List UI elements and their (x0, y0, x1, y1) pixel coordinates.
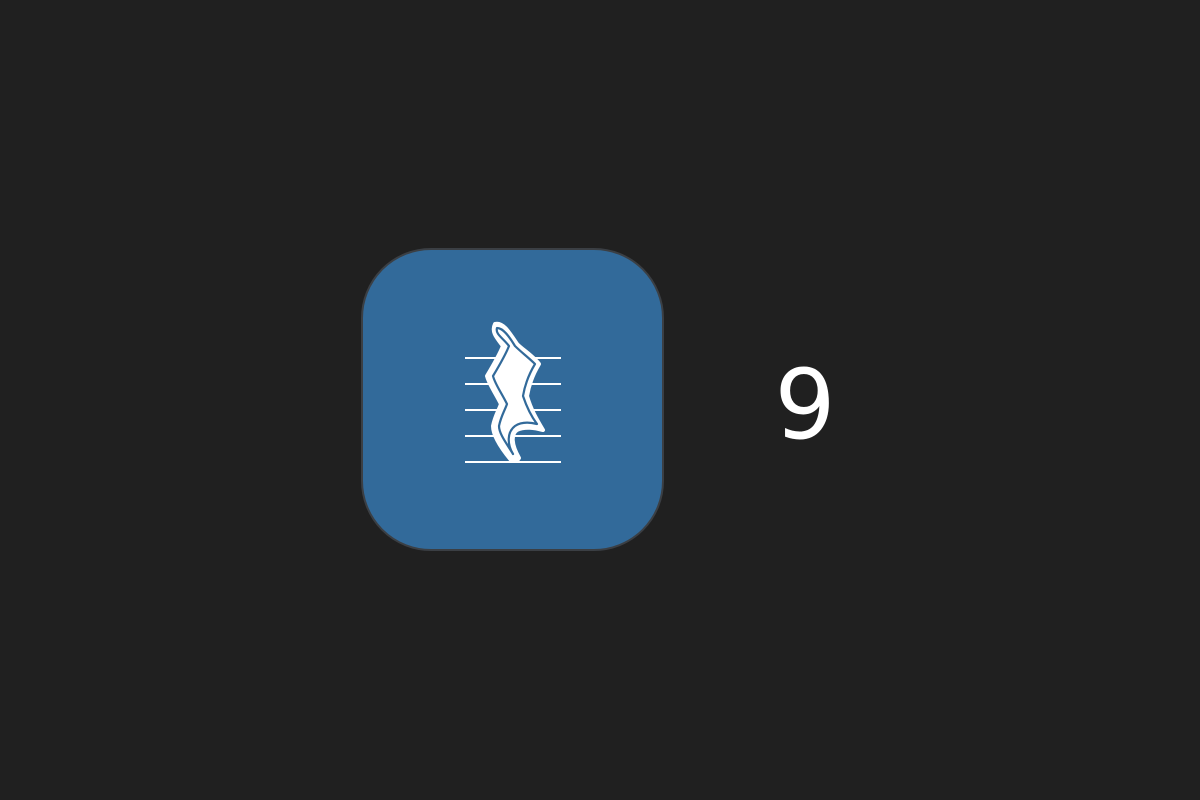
music-rest-icon (464, 321, 561, 463)
app-icon-tile[interactable] (361, 248, 664, 551)
count-label: 9 (774, 349, 836, 461)
